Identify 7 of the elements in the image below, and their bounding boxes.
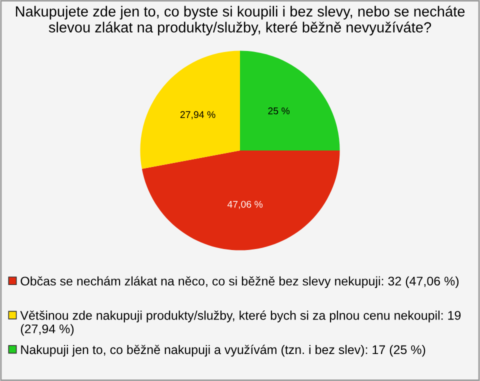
legend-label: Většinou zde nakupuji produkty/služby, které bych si za plnou cenu nekoupil: 19 (27,94 %) bbox=[20, 310, 461, 336]
data-label: 25 % bbox=[268, 107, 290, 114]
data-label: 47,06 % bbox=[227, 200, 263, 209]
chart-title: Nakupujete zde jen to, co byste si koupili i bez slevy, nebo se necháte slevou zlákat na produkty/služby, které běžně nevyužíváte? bbox=[16, 6, 465, 36]
data-label: 27,94 % bbox=[180, 111, 216, 120]
legend-label: Nakupuji jen to, co běžně nakupuji a využívám (tzn. i bez slev): 17 (25 %) bbox=[21, 344, 426, 357]
legend-label: Občas se nechám zlákat na něco, co si běžně bez slevy nekupuji: 32 (47,06 %) bbox=[20, 276, 459, 288]
